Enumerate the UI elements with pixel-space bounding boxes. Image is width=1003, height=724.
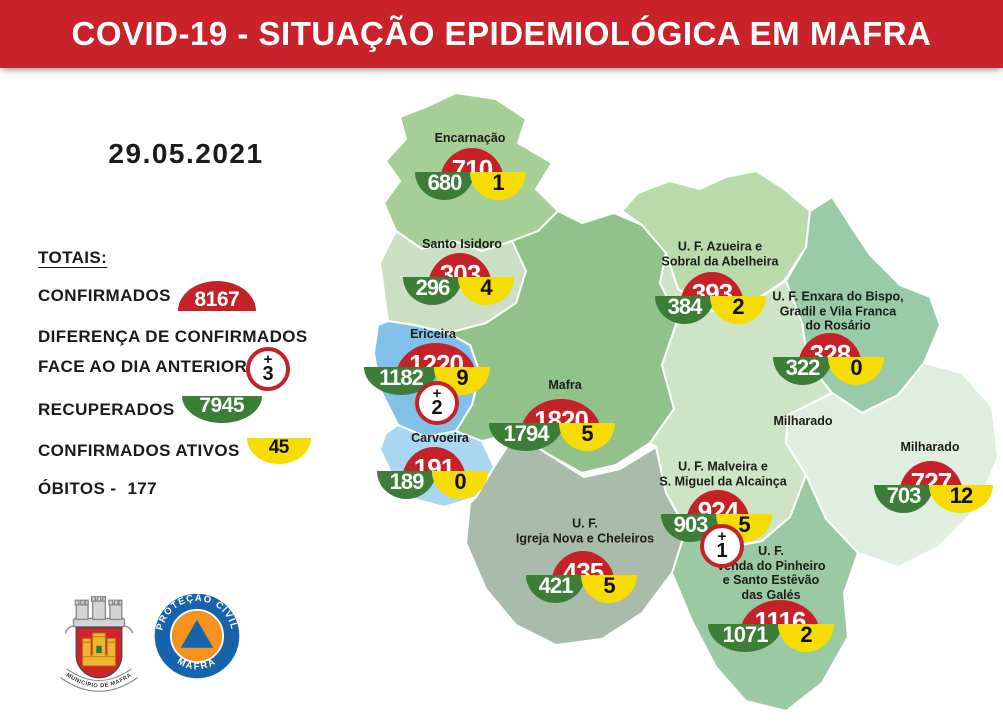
map-marker-layer: Encarnação 710 680 1 Santo Isidoro 303 296 4 U. …: [364, 85, 1003, 724]
recovered-badge: 322: [773, 357, 832, 385]
region-label-igreja_nova: U. F. Igreja Nova e Cheleiros: [515, 516, 655, 546]
recovered-badge: 703: [874, 485, 933, 513]
protecao-civil-logo: PROTEÇÃO CIVIL MAFRA: [154, 593, 240, 679]
region-label-mafra: Mafra: [548, 377, 582, 392]
recovered-badge: 1071: [708, 624, 782, 652]
deaths-total-row: ÓBITOS - 177: [38, 479, 157, 499]
active-badge: 5: [581, 575, 637, 603]
municipio-mafra-crest: MUNICÍPIO DE MAFRA: [60, 595, 138, 692]
castle-door: [96, 645, 102, 654]
region-label-venda: U. F. Venda do Pinheiro e Santo Estêvão das…: [716, 544, 826, 602]
active-total-label: CONFIRMADOS ATIVOS: [38, 441, 240, 460]
recovered-badge: 296: [403, 277, 462, 305]
daily-diff-label-line1: DIFERENÇA DE CONFIRMADOS: [38, 327, 308, 346]
region-label-azueira: U. F. Azueira e Sobral da Abelheira: [661, 239, 779, 269]
recovered-badge: 1794: [489, 423, 563, 451]
daily-change-badge-malveira: +1: [700, 524, 744, 568]
mafra-map: Encarnação 710 680 1 Santo Isidoro 303 296 4 U. …: [364, 85, 1003, 724]
region-milharado: [785, 362, 999, 568]
banner: [60, 669, 138, 691]
active-badge: 5: [559, 423, 615, 451]
roundel-bottom-text: MAFRA: [175, 656, 218, 673]
region-label-encarnacao: Encarnação: [434, 130, 506, 145]
civil-defence-triangle: [180, 619, 214, 648]
castle: [82, 632, 116, 667]
recovered-badge: 189: [377, 471, 436, 499]
plus-sign: +: [263, 350, 273, 368]
region-label-enxara: U. F. Enxara do Bispo, Gradil e Vila Fran…: [772, 289, 904, 333]
daily-diff-value: 3: [262, 362, 274, 385]
parish-regions-svg: [373, 92, 999, 712]
recovered-badge: 421: [526, 575, 585, 603]
daily-diff-label-line2: FACE AO DIA ANTERIOR: [38, 357, 248, 376]
recovered-badge: 384: [655, 296, 714, 324]
daily-change-badge-ericeira: +2: [415, 381, 459, 425]
active-total-row: CONFIRMADOS ATIVOS 45: [38, 438, 311, 464]
region-plain-label: Milharado: [773, 413, 833, 428]
recovered-badge: 680: [415, 172, 474, 200]
region-label-malveira: U. F. Malveira e S. Miguel da Alcainça: [659, 459, 787, 489]
active-badge: 4: [458, 277, 514, 305]
region-label-santo_isidoro: Santo Isidoro: [422, 236, 502, 251]
confirmed-total-row: CONFIRMADOS 8167: [38, 281, 256, 311]
active-badge: 0: [828, 357, 884, 385]
region-label-ericeira: Ericeira: [410, 326, 456, 341]
confirmed-total-label: CONFIRMADOS: [38, 286, 171, 305]
region-venda-pinheiro-gales: [671, 474, 859, 712]
page-title: COVID-19 - SITUAÇÃO EPIDEMIOLÓGICA EM MA…: [71, 15, 932, 52]
region-mafra: [447, 210, 679, 474]
deaths-label: ÓBITOS -: [38, 479, 117, 498]
active-badge: 2: [778, 624, 834, 652]
active-badge: 0: [432, 471, 488, 499]
active-badge: 2: [710, 296, 766, 324]
report-date: 29.05.2021: [108, 138, 264, 169]
confirmed-total-badge: 8167: [177, 281, 256, 311]
recovered-total-badge: 7945: [181, 395, 262, 423]
region-label-carvoeira: Carvoeira: [411, 430, 469, 445]
header-banner: COVID-19 - SITUAÇÃO EPIDEMIOLÓGICA EM MA…: [0, 0, 1003, 68]
active-badge: 12: [929, 485, 993, 513]
deaths-value: 177: [127, 479, 158, 498]
daily-diff-badge: + 3: [246, 347, 290, 391]
mural-crown: [64, 595, 134, 634]
region-label-milharado: Milharado: [900, 439, 960, 454]
active-badge: 1: [470, 172, 526, 200]
recovered-total-row: RECUPERADOS 7945: [38, 395, 262, 423]
totals-heading: TOTAIS:: [38, 248, 108, 267]
recovered-total-label: RECUPERADOS: [38, 399, 175, 419]
active-total-badge: 45: [246, 438, 311, 464]
